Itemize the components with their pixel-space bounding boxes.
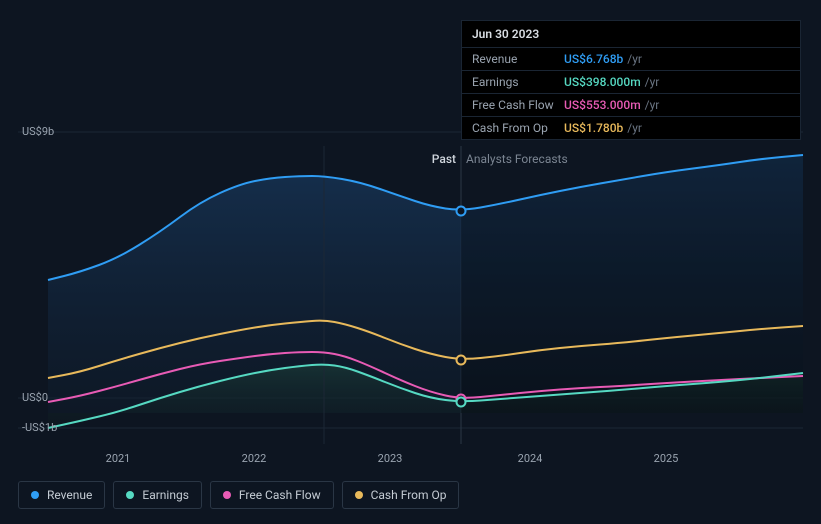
y-axis-label: US$9b <box>22 125 54 138</box>
x-axis-label: 2024 <box>518 452 543 465</box>
tooltip-metric-label: Cash From Op <box>472 121 564 135</box>
legend-label: Earnings <box>142 488 189 502</box>
financial-chart: Past Analysts Forecasts Jun 30 2023 Reve… <box>0 0 821 524</box>
legend-label: Cash From Op <box>371 488 447 502</box>
y-axis-label: US$0 <box>22 391 48 404</box>
legend-item-earnings[interactable]: Earnings <box>113 481 202 509</box>
legend-label: Free Cash Flow <box>239 488 321 502</box>
legend-item-revenue[interactable]: Revenue <box>18 481 105 509</box>
legend-dot <box>355 491 363 499</box>
tooltip-metric-value: US$6.768b <box>564 52 623 66</box>
tooltip-metric-value: US$1.780b <box>564 121 623 135</box>
x-axis-label: 2021 <box>106 452 131 465</box>
tooltip-date: Jun 30 2023 <box>462 21 800 48</box>
tooltip-unit: /yr <box>645 75 660 89</box>
tooltip-row: RevenueUS$6.768b/yr <box>462 48 800 71</box>
tooltip-unit: /yr <box>645 98 660 112</box>
legend-item-free-cash-flow[interactable]: Free Cash Flow <box>210 481 334 509</box>
chart-legend: Revenue Earnings Free Cash Flow Cash From O… <box>18 481 459 509</box>
tooltip-row: EarningsUS$398.000m/yr <box>462 71 800 94</box>
tooltip-unit: /yr <box>627 52 642 66</box>
legend-dot <box>31 491 39 499</box>
x-axis-label: 2022 <box>242 452 267 465</box>
tooltip-unit: /yr <box>627 121 642 135</box>
tooltip-metric-label: Revenue <box>472 52 564 66</box>
x-axis-label: 2023 <box>378 452 403 465</box>
tooltip-row: Cash From OpUS$1.780b/yr <box>462 117 800 139</box>
tooltip-metric-value: US$398.000m <box>564 75 641 89</box>
tooltip-metric-label: Free Cash Flow <box>472 98 564 112</box>
y-axis-label: -US$1b <box>22 421 57 434</box>
tooltip-metric-label: Earnings <box>472 75 564 89</box>
legend-item-cash-from-op[interactable]: Cash From Op <box>342 481 460 509</box>
past-section-label: Past <box>432 152 456 166</box>
legend-label: Revenue <box>47 488 92 502</box>
tooltip-row: Free Cash FlowUS$553.000m/yr <box>462 94 800 117</box>
x-axis-label: 2025 <box>654 452 679 465</box>
legend-dot <box>126 491 134 499</box>
chart-tooltip: Jun 30 2023 RevenueUS$6.768b/yrEarningsU… <box>461 20 801 140</box>
tooltip-metric-value: US$553.000m <box>564 98 641 112</box>
legend-dot <box>223 491 231 499</box>
forecast-section-label: Analysts Forecasts <box>466 152 568 166</box>
